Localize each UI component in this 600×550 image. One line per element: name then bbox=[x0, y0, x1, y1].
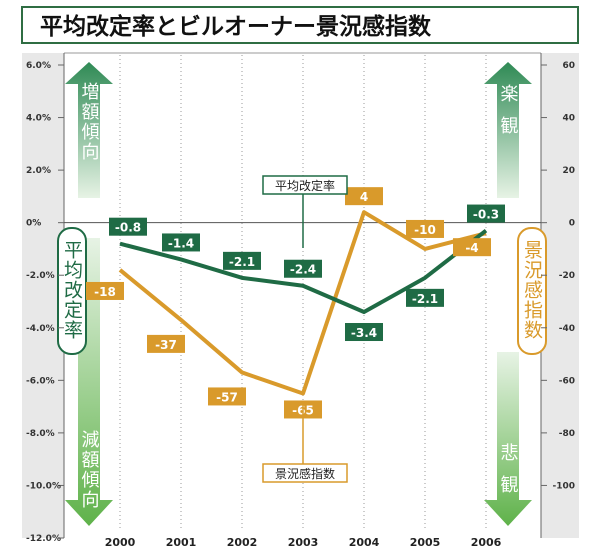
data-label-avg-revision-rate-box bbox=[284, 259, 322, 278]
right-tick-label: 60 bbox=[562, 61, 575, 71]
right-axis-panel bbox=[541, 53, 579, 538]
data-label-avg-revision-rate: -0.3 bbox=[473, 208, 499, 222]
legend-box-sentiment-index bbox=[262, 463, 348, 483]
x-tick-label: 2004 bbox=[349, 536, 380, 549]
x-tick-label: 2005 bbox=[410, 536, 441, 549]
x-tick-label: 2001 bbox=[166, 536, 197, 549]
data-label-sentiment-index-box bbox=[406, 219, 444, 238]
data-label-avg-revision-rate-box bbox=[467, 204, 505, 223]
series-line-avg-revision-rate bbox=[119, 228, 488, 315]
data-label-avg-revision-rate-box bbox=[109, 217, 147, 236]
decrease-label: 減額傾向 bbox=[79, 430, 100, 510]
left-tick-label: -2.0% bbox=[26, 271, 55, 281]
data-label-avg-revision-rate: -2.4 bbox=[290, 263, 316, 277]
pessimistic-arrow: 悲観 bbox=[484, 352, 532, 526]
right-tick-label: 20 bbox=[562, 166, 575, 176]
data-label-avg-revision-rate: -0.8 bbox=[115, 221, 141, 235]
title-box bbox=[21, 6, 579, 44]
optimistic-label: 楽観 bbox=[498, 84, 519, 148]
data-label-avg-revision-rate-box bbox=[162, 233, 200, 252]
left-tick-label: 6.0% bbox=[26, 61, 51, 71]
right-axis-box bbox=[517, 227, 547, 355]
data-label-sentiment-index: -4 bbox=[465, 241, 478, 255]
data-label-sentiment-index: 4 bbox=[360, 190, 368, 204]
left-tick-label: -8.0% bbox=[26, 429, 55, 439]
data-label-avg-revision-rate: -2.1 bbox=[412, 292, 438, 306]
data-label-sentiment-index-box bbox=[345, 187, 383, 206]
data-label-avg-revision-rate-box bbox=[223, 251, 261, 270]
left-tick-label: -4.0% bbox=[26, 324, 55, 334]
legend-label-avg-revision-rate: 平均改定率 bbox=[275, 178, 335, 193]
optimistic-arrow: 楽観 bbox=[484, 62, 532, 198]
series-line-sentiment-index bbox=[118, 210, 487, 396]
data-label-sentiment-index-box bbox=[453, 238, 491, 257]
decrease-arrow: 減額傾向 bbox=[65, 238, 113, 526]
right-tick-label: -80 bbox=[559, 429, 575, 439]
right-tick-label: 40 bbox=[562, 114, 575, 124]
data-label-sentiment-index-box bbox=[86, 281, 124, 300]
data-label-avg-revision-rate-box bbox=[406, 288, 444, 307]
right-tick-label: -100 bbox=[552, 481, 575, 491]
right-tick-label: -60 bbox=[559, 376, 575, 386]
x-tick-label: 2002 bbox=[227, 536, 258, 549]
left-tick-label: -10.0% bbox=[26, 481, 61, 491]
left-axis-box-label: 平均改定率 bbox=[61, 240, 83, 340]
right-tick-label: -40 bbox=[559, 324, 575, 334]
left-tick-label: 0% bbox=[26, 219, 41, 229]
data-label-sentiment-index: -57 bbox=[216, 390, 238, 404]
data-label-sentiment-index-box bbox=[147, 334, 185, 353]
right-tick-label: -20 bbox=[559, 271, 575, 281]
data-label-sentiment-index: -18 bbox=[94, 285, 116, 299]
left-tick-label: 2.0% bbox=[26, 166, 51, 176]
right-axis-box-label: 景況感指数 bbox=[521, 240, 543, 340]
data-label-avg-revision-rate: -1.4 bbox=[168, 236, 194, 250]
data-label-sentiment-index: -10 bbox=[414, 223, 436, 237]
x-tick-label: 2000 bbox=[105, 536, 136, 549]
left-tick-label: 4.0% bbox=[26, 114, 51, 124]
legend-box-avg-revision-rate bbox=[262, 175, 348, 195]
data-label-avg-revision-rate: -3.4 bbox=[351, 326, 377, 340]
pessimistic-label: 悲観 bbox=[498, 443, 519, 507]
left-tick-label: -6.0% bbox=[26, 376, 55, 386]
left-tick-label: -12.0% bbox=[26, 534, 61, 544]
chart-title: 平均改定率とビルオーナー景況感指数 bbox=[40, 13, 432, 40]
increase-arrow: 増額傾向 bbox=[65, 62, 113, 198]
legend-label-sentiment-index: 景況感指数 bbox=[275, 466, 335, 481]
data-label-sentiment-index: -37 bbox=[155, 338, 177, 352]
right-tick-label: 0 bbox=[569, 219, 575, 229]
x-tick-label: 2006 bbox=[471, 536, 502, 549]
data-label-avg-revision-rate-box bbox=[345, 323, 383, 342]
increase-label: 増額傾向 bbox=[79, 82, 100, 162]
data-label-avg-revision-rate: -2.1 bbox=[229, 255, 255, 269]
data-label-sentiment-index-box bbox=[208, 387, 246, 406]
x-tick-label: 2003 bbox=[288, 536, 319, 549]
